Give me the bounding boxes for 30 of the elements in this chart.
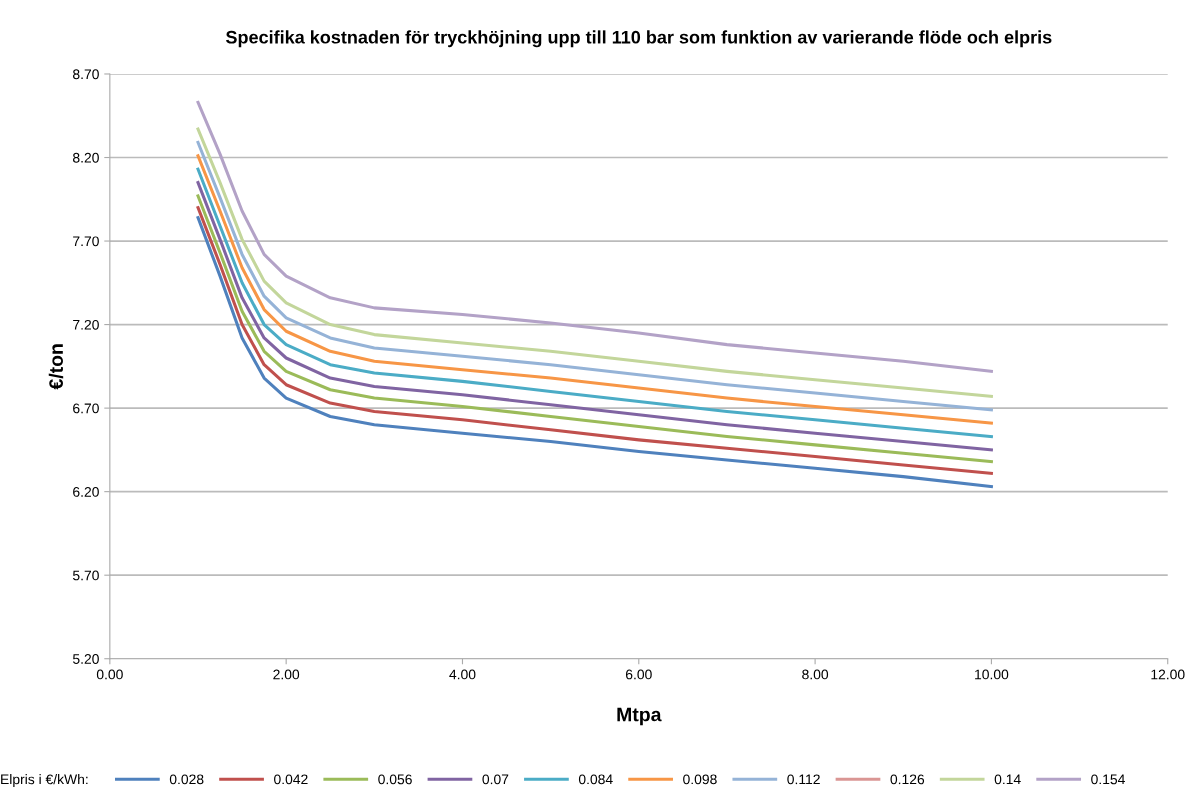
y-tick-label: 7.20 [73,319,99,330]
legend-title: Elpris i €/kWh: [1,774,88,787]
legend-label: 0.154 [1091,774,1125,785]
legend-label: 0.084 [578,774,613,785]
x-tick-label: 4.00 [449,669,476,680]
x-tick-label: 2.00 [273,669,300,680]
y-axis-title: €/ton [48,344,64,390]
y-tick-label: 6.20 [73,486,99,497]
legend-label: 0.07 [482,774,509,785]
x-tick-label: 6.00 [625,669,652,680]
y-tick-label: 7.70 [73,236,99,247]
x-axis-title: Mtpa [617,707,662,726]
y-tick-label: 5.70 [72,570,99,581]
legend-label: 0.042 [274,774,308,785]
legend-label: 0.056 [378,774,412,785]
y-tick-label: 5.20 [72,654,99,664]
x-tick-label: 12.00 [1151,669,1185,680]
chart-title: Specifika kostnaden för tryckhöjning upp till 110 bar som funktion av varierande flöde och elpris [225,30,1052,48]
legend-label: 0.112 [787,774,820,785]
legend-label: 0.126 [890,774,925,785]
legend-label: 0.028 [169,774,204,785]
x-tick-label: 10.00 [975,669,1009,680]
legend-label: 0.14 [994,774,1021,785]
y-tick-label: 8.70 [73,69,99,80]
y-tick-label: 6.70 [73,403,99,414]
y-tick-label: 8.20 [73,152,99,163]
x-tick-label: 8.00 [802,669,829,680]
line-series [196,100,993,373]
legend-label: 0.098 [683,774,717,785]
x-tick-label: 0.00 [96,669,123,680]
